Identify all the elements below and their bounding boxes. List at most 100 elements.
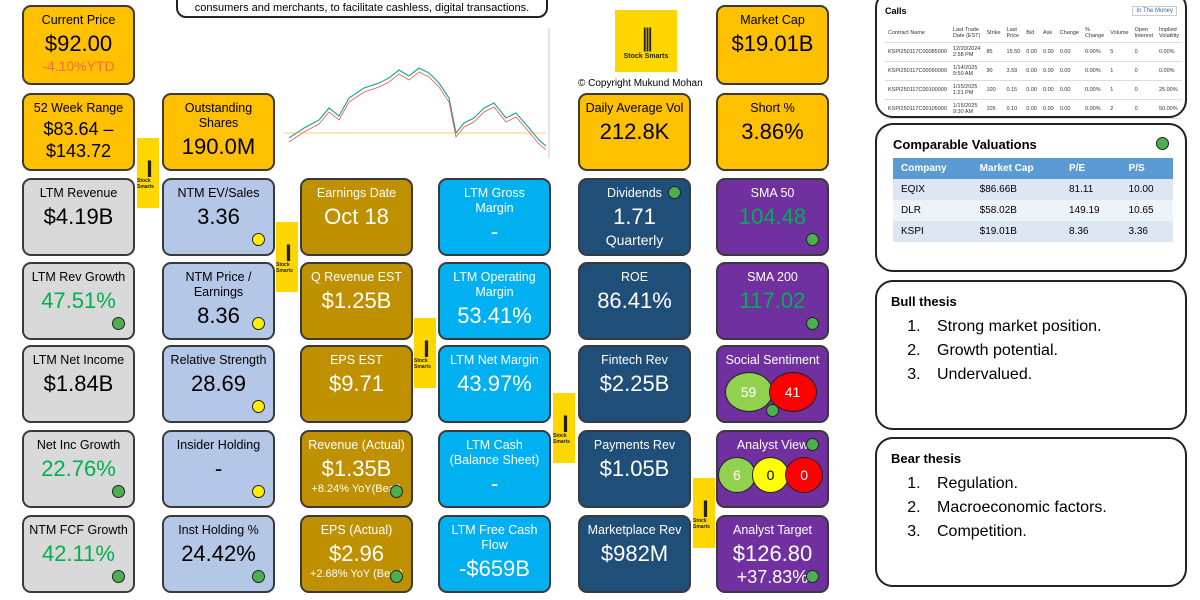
metric-label: ROE	[620, 270, 649, 284]
metric-tile: LTM Cash (Balance Sheet) -	[438, 430, 551, 508]
calls-column: Strike	[983, 24, 1004, 43]
comparables-title: Comparable Valuations	[893, 137, 1037, 152]
bull-item: Undervalued.	[925, 363, 1171, 387]
metric-value: 42.11%	[42, 541, 115, 566]
metric-tile: Short % 3.86%	[716, 93, 829, 171]
chart-bg	[284, 28, 560, 170]
logo-mark: |||	[702, 496, 709, 517]
metric-tile: Outstanding Shares 190.0M	[162, 93, 275, 171]
metric-tile: Payments Rev $1.05B	[578, 430, 691, 508]
logo-text: Stock Smarts	[414, 357, 431, 370]
calls-cell: 1/15/2025 9:30 AM	[949, 99, 984, 119]
chart-line-red	[288, 71, 547, 151]
calls-cell: 0.00%	[1082, 42, 1108, 62]
bull-list: Strong market position.Growth potential.…	[891, 315, 1171, 387]
metric-tile: ROE 86.41%	[578, 262, 691, 340]
comp-cell: 10.00	[1120, 179, 1173, 200]
metric-label: Net Inc Growth	[36, 438, 121, 452]
comp-column: Market Cap	[971, 158, 1061, 179]
metric-value: 190.0M	[181, 134, 256, 159]
calls-column: Last Price	[1003, 24, 1024, 43]
logo-text: Stock Smarts	[693, 517, 710, 530]
bear-item: Regulation.	[925, 472, 1171, 496]
calls-cell: 0.00	[1023, 80, 1040, 100]
comp-cell: DLR	[893, 200, 972, 221]
indicator	[112, 570, 125, 583]
calls-cell: 1	[1107, 80, 1132, 100]
indicator	[766, 404, 779, 417]
metric-value: $19.01B	[731, 31, 814, 56]
metric-value: $1.35B	[321, 456, 392, 481]
calls-column: Ask	[1040, 24, 1057, 43]
chart-line	[288, 67, 547, 147]
calls-cell: 0	[1131, 61, 1156, 81]
metric-label: SMA 50	[750, 186, 795, 200]
metric-value: -$659B	[459, 556, 530, 581]
metric-label: Current Price	[41, 13, 116, 27]
calls-cell: 0	[1131, 99, 1156, 119]
calls-cell: KSPI250117C00105000	[885, 99, 950, 119]
metric-tile: LTM Revenue $4.19B	[22, 178, 135, 256]
indicator	[112, 485, 125, 498]
metric-sub: +2.68% YoY (Beat)	[309, 568, 404, 580]
metric-label: NTM FCF Growth	[29, 523, 128, 537]
indicator	[806, 233, 819, 246]
metric-tile: 52 Week Range $83.64 – $143.72	[22, 93, 135, 171]
metric-value: 53.41%	[457, 303, 532, 328]
metric-tile: LTM Rev Growth 47.51%	[22, 262, 135, 340]
indicator	[112, 317, 125, 330]
metric-tile: Dividends 1.71 Quarterly	[578, 178, 691, 256]
metric-tile: NTM EV/Sales 3.36	[162, 178, 275, 256]
metric-value: 28.69	[190, 371, 247, 396]
metric-value: $1.84B	[43, 371, 114, 396]
indicator	[668, 186, 681, 199]
metric-value: 3.86%	[741, 119, 804, 144]
metric-sub: Quarterly	[605, 232, 664, 248]
logo-mark: |||	[146, 156, 153, 177]
calls-cell: 0.00%	[1082, 99, 1108, 119]
comp-cell: $19.01B	[971, 221, 1061, 242]
metric-label: Earnings Date	[316, 186, 397, 200]
metric-value: 86.41%	[597, 288, 672, 313]
metric-label: Outstanding Shares	[184, 101, 253, 130]
metric-tile: Revenue (Actual) $1.35B +8.24% YoY(Beat)	[300, 430, 413, 508]
indicator	[806, 438, 819, 451]
metric-tile: LTM Gross Margin -	[438, 178, 551, 256]
metric-value: -	[490, 219, 499, 244]
calls-cell: 85	[983, 42, 1004, 62]
metric-tile: Daily Average Vol 212.8K	[578, 93, 691, 171]
metric-value: -	[490, 471, 499, 496]
metric-value: 24.42%	[181, 541, 256, 566]
calls-column: Change	[1056, 24, 1082, 43]
metric-label: Social Sentiment	[725, 353, 820, 367]
calls-cell: 105	[983, 99, 1004, 119]
indicator	[252, 317, 265, 330]
indicator	[806, 570, 819, 583]
comparables-panel: Comparable Valuations Company Market Cap P…	[875, 123, 1187, 272]
calls-column: Open Interest	[1131, 24, 1156, 43]
logo-text: Stock Smarts	[553, 432, 570, 445]
comparables-table: Company Market Cap P/E P/S EQIX $86.66B 81.11 1…	[893, 158, 1173, 242]
metric-label: EPS (Actual)	[320, 523, 393, 537]
bull-item: Growth potential.	[925, 339, 1171, 363]
metric-label: LTM Operating Margin	[453, 270, 536, 299]
metric-tile: LTM Operating Margin 53.41%	[438, 262, 551, 340]
bear-title: Bear thesis	[891, 451, 962, 466]
metric-sub: -4.10%YTD	[42, 58, 115, 74]
metric-tile: Fintech Rev $2.25B	[578, 345, 691, 423]
indicator	[252, 400, 265, 413]
metric-label: Marketplace Rev	[587, 523, 682, 537]
sentiment-circle: 0	[751, 457, 790, 493]
logo: ||| Stock Smarts	[414, 318, 436, 388]
comp-cell: 3.36	[1120, 221, 1173, 242]
calls-cell: 15.50	[1003, 42, 1024, 62]
metric-value: $982M	[600, 541, 669, 566]
calls-cell: KSPI250117C00085000	[885, 42, 950, 62]
logo-mark: |||	[562, 411, 569, 432]
metric-tile: EPS (Actual) $2.96 +2.68% YoY (Beat)	[300, 515, 413, 593]
metric-label: LTM Net Income	[32, 353, 125, 367]
calls-column: Implied Volatility	[1155, 24, 1183, 43]
calls-cell: KSPI250117C00100000	[885, 80, 950, 100]
metric-tile: LTM Net Margin 43.97%	[438, 345, 551, 423]
calls-cell: 0.00	[1056, 42, 1082, 62]
